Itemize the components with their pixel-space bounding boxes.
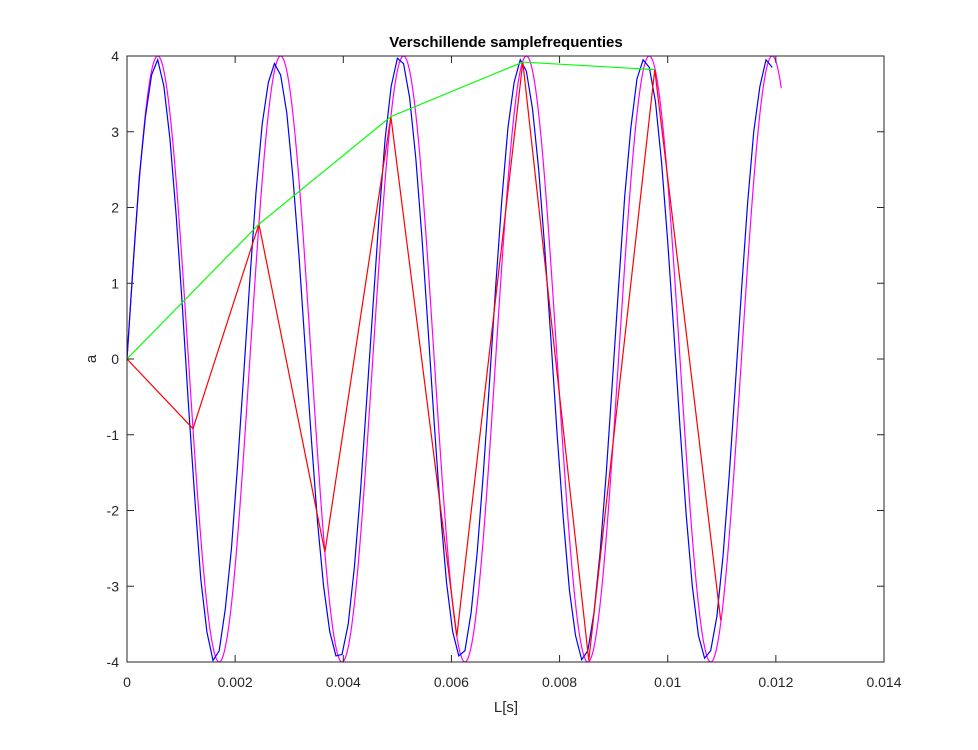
x-tick-label: 0.006 xyxy=(434,674,469,690)
y-tick-label: 1 xyxy=(111,275,119,291)
x-tick-label: 0.002 xyxy=(218,674,253,690)
series-line-3 xyxy=(126,61,722,661)
x-tick-label: 0 xyxy=(123,674,131,690)
y-tick-label: 0 xyxy=(111,351,119,367)
x-axis-label: L[s] xyxy=(494,699,518,716)
x-tick-label: 0.01 xyxy=(654,674,681,690)
x-tick-label: 0.014 xyxy=(866,674,901,690)
y-tick-label: -4 xyxy=(107,654,120,670)
y-tick-label: -2 xyxy=(107,503,120,519)
y-tick-label: 2 xyxy=(111,200,119,216)
x-tick-label: 0.004 xyxy=(326,674,361,690)
y-tick-label: -3 xyxy=(107,578,120,594)
chart-title: Verschillende samplefrequenties xyxy=(389,34,622,51)
series-line-4 xyxy=(126,61,655,360)
y-tick-label: 4 xyxy=(111,48,119,64)
x-tick-label: 0.012 xyxy=(758,674,793,690)
x-tick-label: 0.008 xyxy=(542,674,577,690)
y-tick-label: -1 xyxy=(107,427,120,443)
plot-area xyxy=(127,56,884,662)
series-line-2 xyxy=(126,57,773,663)
y-tick-label: 3 xyxy=(111,124,119,140)
tick-layer: 0 0.002 0.004 0.006 0.008 0.01 0.012 0.014 -4 -3 -… xyxy=(107,48,902,690)
series-layer xyxy=(126,55,782,663)
y-axis-label: a xyxy=(83,354,100,363)
